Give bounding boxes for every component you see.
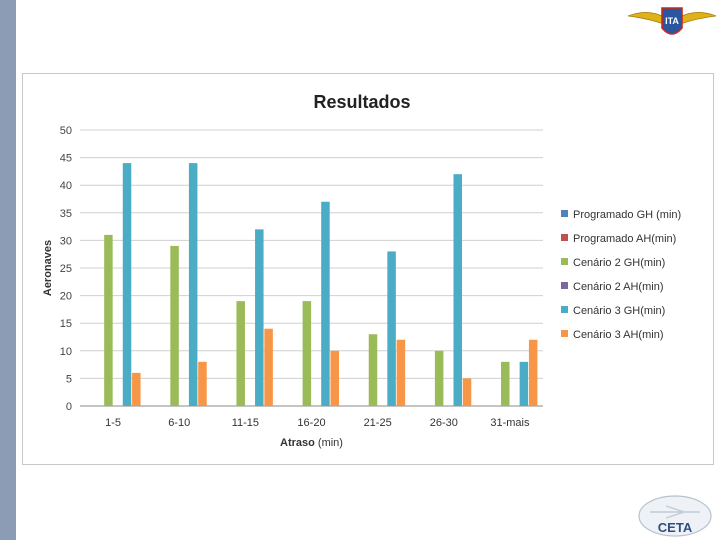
bar-cen-rio-3-ah-min--16-20 (330, 350, 339, 406)
x-tick-label-11-15: 11-15 (232, 417, 259, 429)
bar-cen-rio-3-ah-min--31-mais (528, 339, 538, 406)
x-tick-label-21-25: 21-25 (364, 417, 392, 429)
ceta-logo: CETA (638, 495, 712, 537)
slide-sidebar-stripe (0, 0, 16, 540)
legend-swatch-2 (561, 258, 568, 265)
legend-swatch-3 (561, 282, 568, 289)
bar-cen-rio-3-ah-min--11-15 (264, 328, 273, 406)
y-tick-label-50: 50 (60, 125, 72, 137)
x-tick-label-26-30: 26-30 (430, 417, 458, 429)
bar-cen-rio-3-ah-min--26-30 (462, 378, 472, 406)
bar-cen-rio-3-gh-min--11-15 (255, 229, 264, 406)
y-tick-label-25: 25 (60, 263, 72, 275)
y-tick-label-40: 40 (60, 180, 72, 192)
x-axis-label-bold: Atraso (280, 437, 315, 449)
bar-cen-rio-2-gh-min--26-30 (434, 350, 444, 406)
bar-cen-rio-2-gh-min--31-mais (501, 361, 510, 406)
legend-label-5: Cenário 3 AH(min) (573, 329, 663, 341)
legend-label-2: Cenário 2 GH(min) (573, 257, 665, 269)
bar-cen-rio-2-gh-min--21-25 (368, 334, 378, 406)
chart-title: Resultados (313, 92, 410, 112)
legend-label-0: Programado GH (min) (573, 209, 681, 221)
bar-cen-rio-3-ah-min--21-25 (396, 339, 406, 406)
legend-label-3: Cenário 2 AH(min) (573, 281, 663, 293)
legend-swatch-5 (561, 330, 568, 337)
y-tick-label-20: 20 (60, 291, 72, 303)
x-axis-label: Atraso (min) (280, 437, 343, 449)
y-tick-label-45: 45 (60, 153, 72, 165)
x-tick-label-6-10: 6-10 (168, 417, 190, 429)
ceta-logo-text: CETA (658, 520, 693, 535)
bar-cen-rio-3-gh-min--31-mais (519, 361, 529, 406)
y-tick-label-5: 5 (66, 373, 72, 385)
y-tick-label-15: 15 (60, 318, 72, 330)
bar-cen-rio-3-gh-min--16-20 (321, 201, 330, 406)
y-tick-label-30: 30 (60, 235, 72, 247)
x-tick-label-31-mais: 31-mais (490, 417, 530, 429)
bar-cen-rio-3-gh-min--1-5 (122, 163, 132, 406)
bar-cen-rio-3-gh-min--26-30 (453, 174, 462, 406)
bar-chart: Resultados 0 5 10 15 20 25 30 35 40 45 50 Aeronaves 1… (42, 92, 681, 449)
legend-swatch-1 (561, 234, 568, 241)
y-axis-label: Aeronaves (42, 240, 54, 296)
bar-cen-rio-3-gh-min--21-25 (387, 251, 396, 406)
bar-cen-rio-3-ah-min--6-10 (198, 361, 207, 406)
legend-swatch-0 (561, 210, 568, 217)
bar-cen-rio-3-gh-min--6-10 (188, 163, 198, 406)
chart-frame: Resultados 0 5 10 15 20 25 30 35 40 45 50 Aeronaves 1… (22, 73, 714, 465)
x-tick-label-16-20: 16-20 (297, 417, 325, 429)
y-tick-label-35: 35 (60, 208, 72, 220)
x-tick-label-1-5: 1-5 (105, 417, 121, 429)
ita-logo-left-wing (627, 12, 667, 25)
bar-cen-rio-2-gh-min--11-15 (236, 301, 245, 406)
legend-label-1: Programado AH(min) (573, 233, 676, 245)
ita-logo-right-wing (677, 12, 717, 25)
bar-cen-rio-3-ah-min--1-5 (132, 372, 141, 406)
ita-logo: ITA (627, 7, 717, 35)
ita-logo-shield (661, 7, 683, 35)
y-tick-label-10: 10 (60, 346, 72, 358)
bar-cen-rio-2-gh-min--1-5 (104, 234, 113, 406)
ita-logo-text: ITA (665, 16, 679, 26)
legend-label-4: Cenário 3 GH(min) (573, 305, 665, 317)
bar-cen-rio-2-gh-min--6-10 (170, 245, 179, 406)
legend-swatch-4 (561, 306, 568, 313)
x-axis-label-unit: (min) (315, 437, 343, 449)
y-tick-label-0: 0 (66, 401, 72, 413)
bar-cen-rio-2-gh-min--16-20 (302, 301, 312, 406)
